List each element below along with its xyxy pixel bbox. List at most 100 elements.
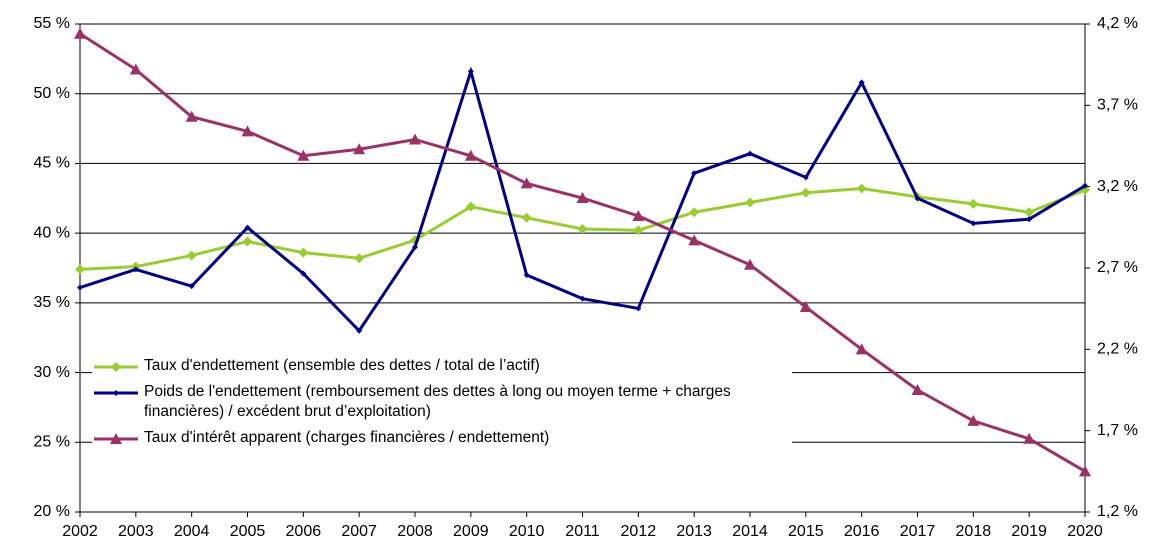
marker [110, 433, 122, 444]
marker [632, 209, 645, 221]
marker [244, 224, 251, 231]
marker [521, 212, 532, 223]
y2-tick-label: 1,2 % [1097, 503, 1138, 520]
marker [856, 183, 867, 194]
marker [968, 198, 979, 209]
legend: Taux d'endettement (ensemble des dettes … [92, 356, 792, 454]
y-tick-label: 45 % [34, 155, 70, 172]
marker [688, 234, 701, 246]
marker [577, 223, 588, 234]
marker [576, 192, 589, 204]
x-tick-label: 2009 [453, 523, 489, 540]
marker [113, 390, 119, 396]
legend-swatch [94, 390, 138, 396]
legend-item: Taux d'endettement (ensemble des dettes … [92, 356, 792, 376]
marker [75, 264, 85, 275]
x-tick-label: 2006 [286, 523, 322, 540]
marker [633, 225, 644, 236]
marker [186, 250, 197, 261]
marker [579, 295, 586, 302]
x-tick-label: 2017 [900, 523, 936, 540]
y-tick-label: 55 % [34, 15, 70, 32]
y2-tick-label: 2,7 % [1097, 259, 1138, 276]
marker [129, 63, 142, 75]
x-tick-label: 2012 [621, 523, 657, 540]
marker [747, 150, 753, 157]
marker [74, 27, 86, 39]
y-tick-label: 35 % [34, 294, 70, 311]
marker [744, 258, 756, 270]
marker [111, 362, 121, 372]
marker [300, 270, 307, 277]
x-tick-label: 2014 [732, 523, 768, 540]
legend-swatch [94, 433, 138, 444]
marker [1023, 432, 1036, 444]
x-tick-label: 2019 [1011, 523, 1047, 540]
legend-label: Taux d'intérêt apparent (charges financi… [144, 429, 550, 446]
marker [356, 327, 363, 334]
marker [745, 197, 755, 208]
legend-swatch [94, 362, 138, 372]
marker [855, 343, 868, 355]
marker [467, 68, 474, 75]
marker [188, 283, 195, 290]
x-tick-label: 2007 [341, 523, 377, 540]
y-tick-label: 30 % [34, 364, 70, 381]
y2-tick-label: 1,7 % [1097, 422, 1138, 439]
x-tick-label: 2008 [397, 523, 433, 540]
x-tick-label: 2015 [788, 523, 824, 540]
x-tick-label: 2018 [956, 523, 992, 540]
x-tick-label: 2005 [230, 523, 266, 540]
y-tick-label: 20 % [34, 503, 70, 520]
x-tick-label: 2020 [1067, 523, 1103, 540]
marker [635, 305, 642, 312]
marker [297, 149, 310, 161]
marker [523, 271, 530, 278]
y-tick-label: 25 % [34, 434, 70, 451]
marker [185, 110, 198, 122]
marker [520, 177, 533, 189]
y2-tick-label: 4,2 % [1097, 15, 1138, 32]
y2-tick-label: 2,2 % [1097, 341, 1138, 358]
marker [1079, 465, 1091, 477]
marker [241, 125, 254, 137]
marker [242, 236, 253, 247]
legend-item: Poids de l'endettement (remboursement de… [92, 382, 792, 422]
marker [464, 149, 477, 161]
marker [802, 174, 809, 181]
marker [799, 301, 812, 313]
marker [132, 266, 139, 273]
marker [409, 133, 421, 145]
x-tick-label: 2011 [565, 523, 600, 540]
x-tick-label: 2002 [62, 523, 98, 540]
marker [465, 201, 476, 212]
legend-label: Poids de l'endettement (remboursement de… [144, 383, 731, 420]
legend-item: Taux d'intérêt apparent (charges financi… [92, 428, 792, 448]
marker [354, 253, 365, 264]
marker [967, 414, 980, 426]
marker [1026, 216, 1033, 223]
marker [353, 143, 366, 155]
marker [689, 207, 700, 218]
x-tick-label: 2004 [174, 523, 210, 540]
y-tick-label: 50 % [34, 85, 70, 102]
y2-tick-label: 3,7 % [1097, 97, 1138, 114]
x-tick-label: 2016 [844, 523, 880, 540]
marker [298, 247, 309, 258]
marker [914, 195, 921, 202]
marker [1024, 207, 1035, 218]
marker [691, 170, 698, 177]
marker [1082, 182, 1088, 189]
x-tick-label: 2003 [118, 523, 154, 540]
y2-tick-label: 3,2 % [1097, 178, 1138, 195]
marker [800, 187, 811, 198]
x-tick-label: 2010 [509, 523, 545, 540]
marker [858, 79, 865, 86]
marker [77, 284, 83, 291]
marker [911, 384, 924, 395]
x-tick-label: 2013 [676, 523, 712, 540]
marker [970, 220, 977, 227]
legend-label: Taux d'endettement (ensemble des dettes … [144, 357, 540, 374]
